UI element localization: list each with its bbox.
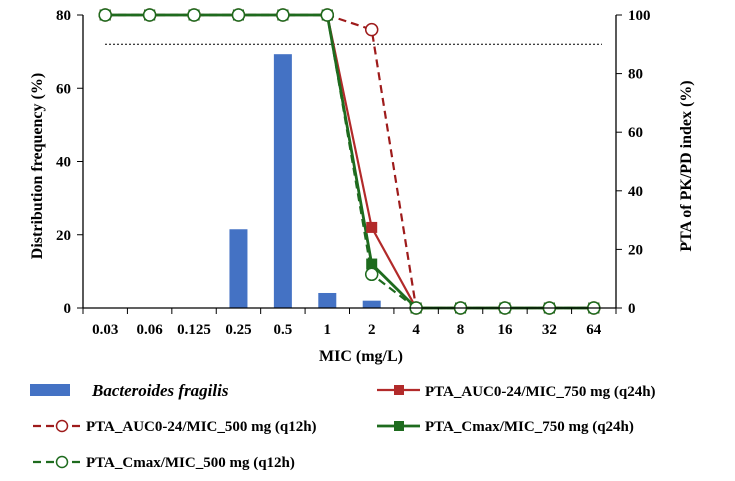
series-point-pta-cmax-mic-500-mg-q12h-0-03 bbox=[98, 8, 112, 22]
tick-layer: 0.03 0.06 0.125 0.25 0.5 1 2 4 8 16 32 64 0 20 40 60 80 0… bbox=[56, 8, 651, 338]
right-y-tick-label-20: 20 bbox=[628, 242, 643, 258]
right-y-tick-label-80: 80 bbox=[628, 67, 643, 83]
right-y-tick-label-100: 100 bbox=[628, 8, 651, 24]
series-point-pta-cmax-mic-500-mg-q12h-0-125 bbox=[187, 8, 201, 22]
bar-2 bbox=[362, 300, 381, 308]
legend-label-bacteroides-fragilis: Bacteroides fragilis bbox=[91, 381, 229, 400]
left-y-tick-label-80: 80 bbox=[56, 8, 71, 24]
legend-marker-cmax-750 bbox=[394, 421, 404, 431]
x-tick-label-32: 32 bbox=[542, 322, 557, 338]
axes-layer bbox=[77, 14, 622, 314]
right-y-axis-title: PTA of PK/PD index (%) bbox=[678, 80, 695, 251]
legend-label-cmax-750: PTA_Cmax/MIC_750 mg (q24h) bbox=[425, 419, 634, 435]
x-tick-label-0-5: 0.5 bbox=[274, 322, 293, 338]
legend-label-cmax-500: PTA_Cmax/MIC_500 mg (q12h) bbox=[86, 455, 295, 471]
bar-0-25 bbox=[229, 229, 248, 308]
legend-label-auc-750: PTA_AUC0-24/MIC_750 mg (q24h) bbox=[425, 384, 656, 400]
x-tick-label-8: 8 bbox=[457, 322, 465, 338]
bar-1 bbox=[318, 292, 337, 308]
series-point-pta-auc0-24-mic-500-mg-q12h-2 bbox=[364, 22, 379, 37]
legend-marker-auc-750 bbox=[394, 385, 404, 395]
left-y-tick-label-40: 40 bbox=[56, 155, 71, 171]
x-tick-label-4: 4 bbox=[412, 322, 420, 338]
series-point-pta-cmax-mic-500-mg-q12h-2 bbox=[364, 267, 379, 282]
x-tick-label-0-125: 0.125 bbox=[177, 322, 211, 338]
bar-0-5 bbox=[273, 54, 292, 308]
series-point-pta-cmax-mic-750-mg-q24h-2 bbox=[366, 258, 378, 270]
series-line-pta-auc0-24-mic-750-mg-q24h bbox=[105, 13, 594, 310]
series-point-pta-cmax-mic-500-mg-q12h-0-25 bbox=[231, 8, 246, 22]
left-y-tick-label-20: 20 bbox=[56, 228, 71, 244]
legend-marker-auc-500 bbox=[55, 419, 69, 433]
legend-marker-cmax-500 bbox=[55, 455, 69, 469]
x-tick-label-0-03: 0.03 bbox=[92, 322, 118, 338]
series-point-pta-auc0-24-mic-750-mg-q24h-2 bbox=[366, 221, 378, 233]
series-line-pta-cmax-mic-500-mg-q12h bbox=[105, 13, 594, 310]
x-tick-label-0-25: 0.25 bbox=[225, 322, 251, 338]
right-y-tick-label-60: 60 bbox=[628, 125, 643, 141]
series-point-pta-cmax-mic-500-mg-q12h-1 bbox=[320, 8, 335, 22]
legend-label-auc-500: PTA_AUC0-24/MIC_500 mg (q12h) bbox=[86, 419, 317, 435]
series-line-pta-auc0-24-mic-500-mg-q12h bbox=[105, 13, 594, 310]
left-y-tick-label-0: 0 bbox=[64, 301, 72, 317]
x-tick-label-1: 1 bbox=[324, 322, 332, 338]
series-point-pta-cmax-mic-500-mg-q12h-0-5 bbox=[276, 8, 290, 22]
left-y-tick-label-60: 60 bbox=[56, 81, 71, 97]
series-line-pta-cmax-mic-750-mg-q24h bbox=[105, 13, 594, 310]
x-axis-title: MIC (mg/L) bbox=[319, 348, 403, 365]
bar-layer bbox=[229, 54, 381, 308]
x-tick-label-2: 2 bbox=[368, 322, 376, 338]
legend: Bacteroides fragilis PTA_AUC0-24/MIC_750… bbox=[30, 381, 656, 471]
left-y-axis-title: Distribution frequency (%) bbox=[29, 73, 46, 259]
legend-swatch-bacteroides-fragilis bbox=[30, 384, 70, 396]
right-y-tick-label-40: 40 bbox=[628, 184, 643, 200]
series-point-pta-cmax-mic-500-mg-q12h-0-06 bbox=[142, 8, 157, 22]
x-tick-label-16: 16 bbox=[497, 322, 513, 338]
right-y-tick-label-0: 0 bbox=[628, 301, 636, 317]
line-layer bbox=[98, 8, 601, 315]
x-tick-label-64: 64 bbox=[586, 322, 602, 338]
x-tick-label-0-06: 0.06 bbox=[137, 322, 164, 338]
